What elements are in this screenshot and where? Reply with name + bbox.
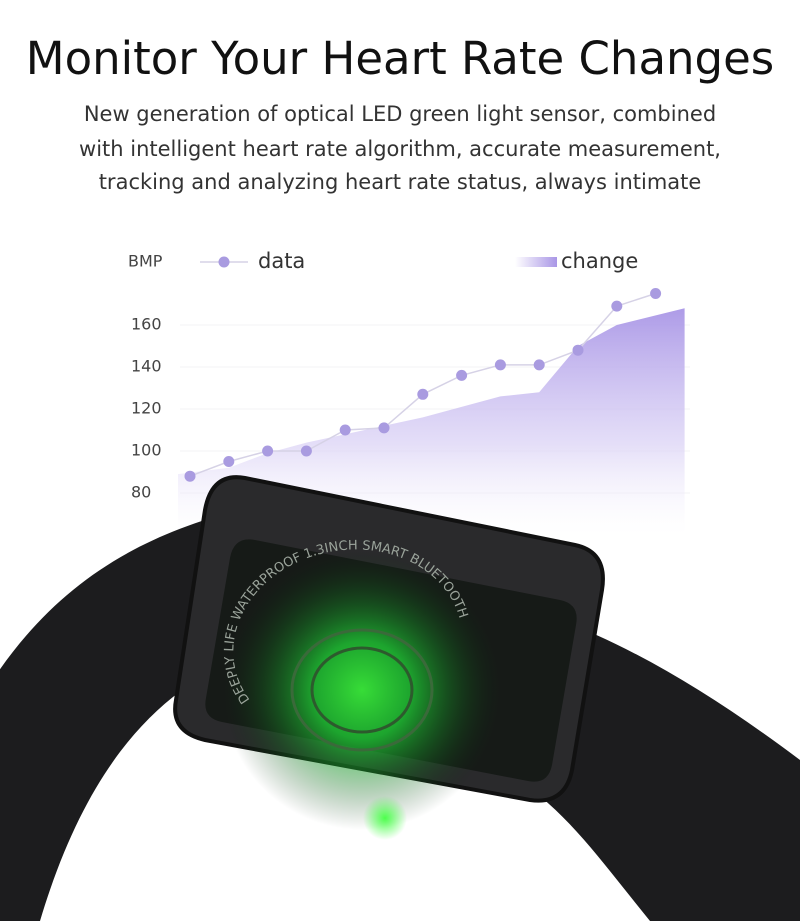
legend-swatch [218, 256, 230, 268]
area [178, 308, 685, 535]
subtitle-line: tracking and analyzing heart rate status… [99, 170, 702, 194]
legend-swatch [515, 257, 557, 267]
point [494, 359, 506, 371]
point [378, 422, 390, 434]
y-tick-label: 100 [131, 441, 162, 460]
y-tick-label: 160 [131, 315, 162, 334]
y-tick-label: 80 [131, 483, 151, 502]
legend-label: change [561, 249, 638, 273]
sensor-ring [290, 628, 434, 752]
point [417, 388, 429, 400]
sensor-glow [222, 550, 502, 830]
point [262, 445, 274, 457]
point [456, 369, 468, 381]
point [533, 359, 545, 371]
point [650, 288, 662, 299]
point [223, 456, 235, 467]
point [184, 470, 196, 482]
subtitle-line: New generation of optical LED green ligh… [84, 102, 716, 126]
sensor-light [363, 796, 407, 840]
title: Monitor Your Heart Rate Changes [26, 32, 775, 85]
sensor-ring [310, 646, 414, 734]
point [611, 300, 623, 312]
point [339, 424, 351, 436]
legend-label: data [258, 249, 305, 273]
y-tick-label: 120 [131, 399, 162, 418]
point [300, 445, 312, 457]
subtitle-line: with intelligent heart rate algorithm, a… [79, 137, 721, 161]
point [572, 344, 584, 356]
y-tick-label: 140 [131, 357, 162, 376]
y-axis-label: BMP [128, 252, 163, 271]
plot: 80 100 120 140 160 data change [131, 249, 690, 535]
